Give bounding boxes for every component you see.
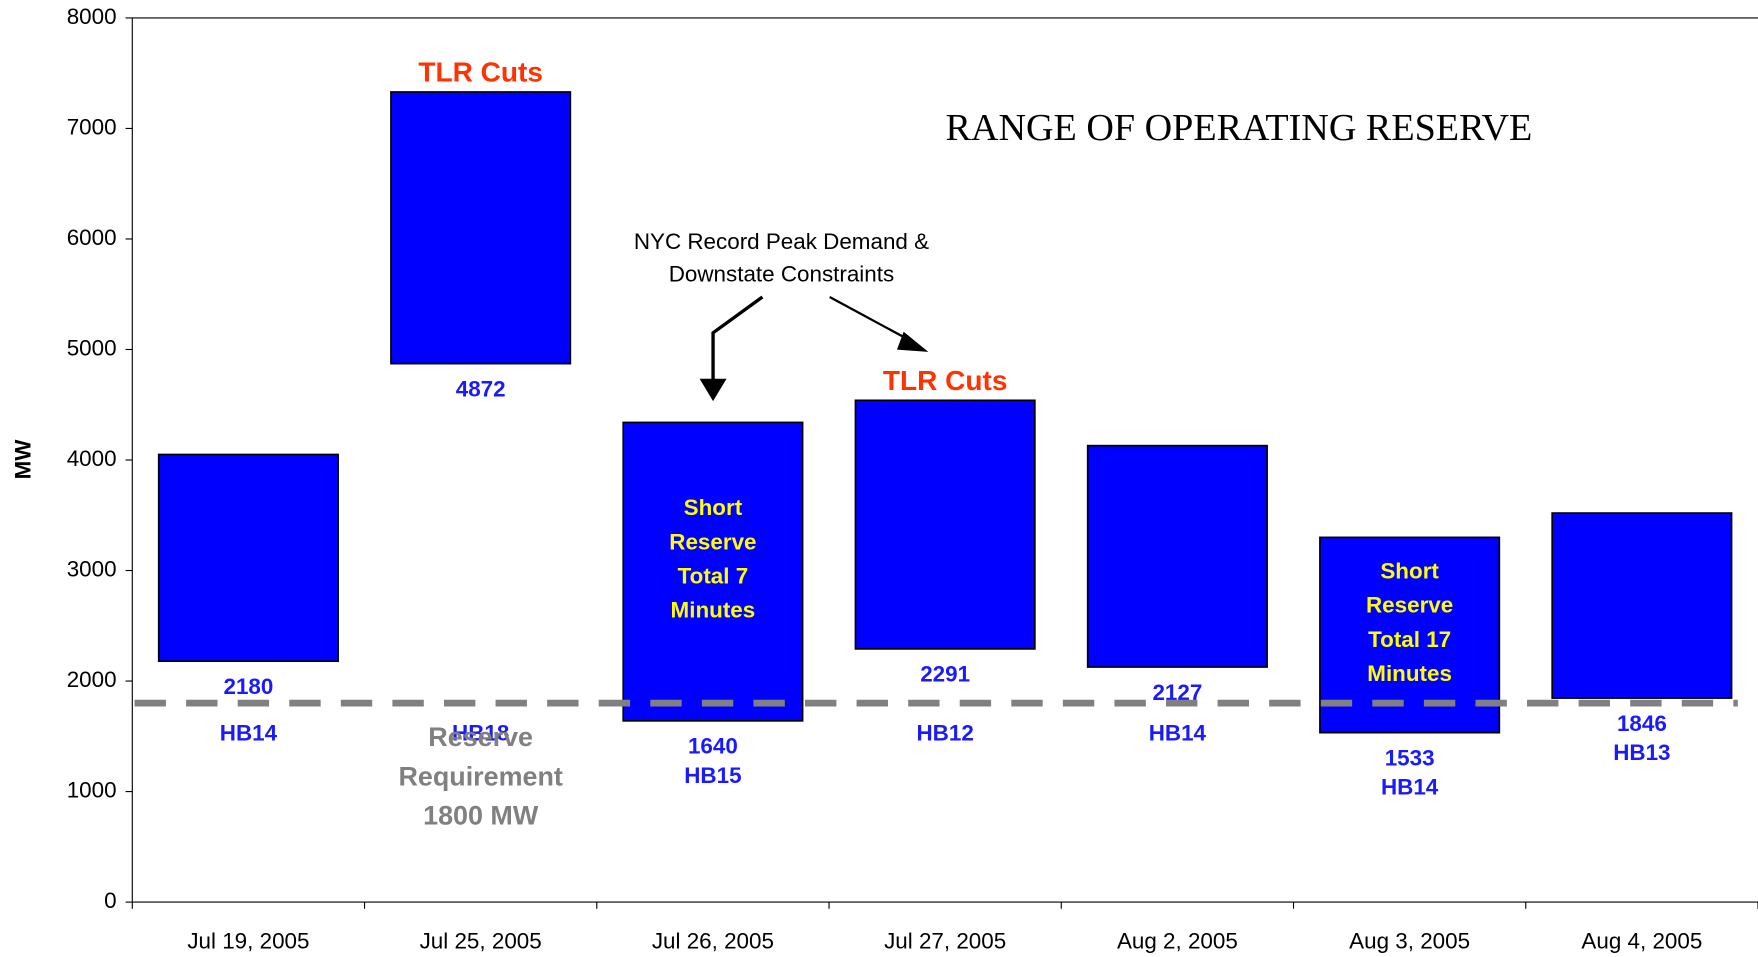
callout-arrowhead [896,331,929,352]
y-tick-label: 6000 [67,225,117,250]
low-label: 1533 [1385,745,1435,770]
low-label: 1640 [688,734,738,759]
hour-label: HB14 [220,720,278,745]
y-tick-label: 4000 [67,446,117,471]
bar [157,453,339,662]
hour-label: HB18 [452,720,509,745]
reserve-label: Requirement [398,761,562,791]
hour-label: HB15 [684,763,741,788]
callout-arrow [829,295,911,342]
callout-text: NYC Record Peak Demand & [634,229,929,254]
bar [1086,444,1268,668]
short-reserve-note: Reserve [1366,593,1453,618]
callout-text: Downstate Constraints [669,262,894,287]
callout-arrowhead [699,378,727,402]
low-label: 4872 [456,376,506,401]
short-reserve-note: Minutes [1367,661,1452,686]
short-reserve-note: Short [684,495,743,520]
hour-label: HB14 [1381,775,1439,800]
x-tick-label: Jul 25, 2005 [420,928,542,953]
short-reserve-note: Minutes [671,598,756,623]
low-label: 2291 [920,662,970,687]
x-tick-label: Jul 26, 2005 [652,928,774,953]
short-reserve-note: Total 7 [678,563,749,588]
reserve-label: Reserve [428,722,533,752]
y-tick-label: 5000 [67,335,117,360]
bar [1551,512,1733,699]
tlr-note: TLR Cuts [883,365,1008,396]
y-tick-label: 2000 [67,667,117,692]
y-tick-label: 3000 [67,556,117,581]
x-tick-label: Aug 4, 2005 [1581,928,1702,953]
y-tick-label: 0 [104,888,116,913]
y-axis-label: MW [11,439,36,480]
reserve-label: 1800 MW [423,801,539,831]
short-reserve-note: Reserve [669,529,756,554]
x-tick-label: Aug 3, 2005 [1349,928,1470,953]
hour-label: HB12 [916,720,973,745]
low-label: 1846 [1617,711,1667,736]
callout-arrow [711,295,764,384]
y-tick-label: 8000 [67,4,117,29]
x-tick-label: Aug 2, 2005 [1117,928,1238,953]
x-tick-label: Jul 19, 2005 [187,928,309,953]
bar [390,91,572,365]
x-tick-label: Jul 27, 2005 [884,928,1006,953]
short-reserve-note: Total 17 [1368,627,1451,652]
chart-title: RANGE OF OPERATING RESERVE [946,107,1533,149]
y-tick-label: 1000 [67,777,117,802]
low-label: 2180 [223,674,273,699]
bar [854,399,1036,650]
short-reserve-note: Short [1380,558,1439,583]
bar [622,421,804,722]
hour-label: HB13 [1613,740,1670,765]
tlr-note: TLR Cuts [418,56,543,87]
y-tick-label: 7000 [67,114,117,139]
hour-label: HB14 [1149,720,1207,745]
